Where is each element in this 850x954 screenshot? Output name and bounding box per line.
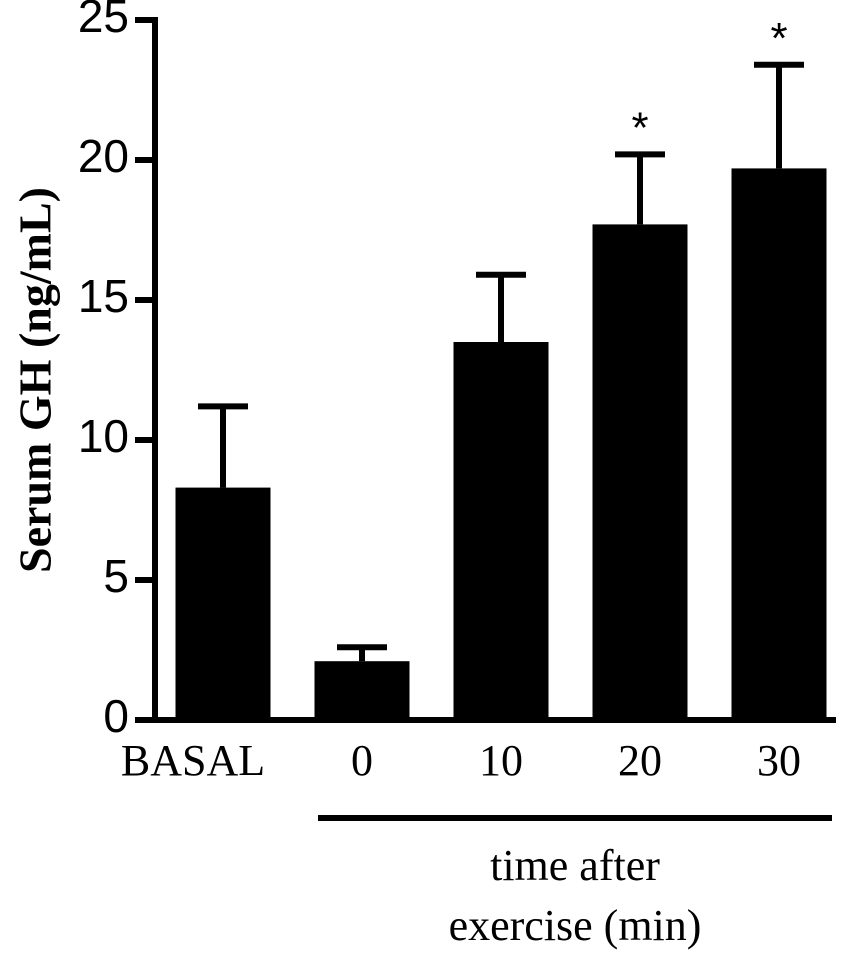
y-tick-label: 10 bbox=[78, 410, 129, 462]
error-bars bbox=[198, 61, 804, 662]
y-ticks: 0 5 10 15 20 25 bbox=[78, 0, 155, 742]
x-category-label: 20 bbox=[618, 736, 662, 785]
group-label-line1: time after bbox=[490, 841, 660, 890]
bar bbox=[731, 168, 827, 720]
significance-asterisk: * bbox=[770, 14, 787, 63]
y-tick-label: 15 bbox=[78, 270, 129, 322]
group-label-line2: exercise (min) bbox=[449, 901, 702, 950]
y-axis-label: Serum GH (ng/mL) bbox=[10, 187, 61, 573]
bars bbox=[175, 168, 827, 720]
significance-marks: ** bbox=[631, 14, 787, 153]
bar bbox=[592, 224, 688, 720]
bar bbox=[175, 487, 271, 720]
significance-asterisk: * bbox=[631, 103, 648, 152]
x-category-label: BASAL bbox=[121, 736, 265, 785]
bar bbox=[314, 661, 410, 720]
y-tick-label: 5 bbox=[103, 550, 129, 602]
x-category-label: 0 bbox=[351, 736, 373, 785]
x-categories: BASAL 0 10 20 30 bbox=[121, 736, 801, 785]
x-category-label: 10 bbox=[479, 736, 523, 785]
y-tick-label: 0 bbox=[103, 690, 129, 742]
x-category-label: 30 bbox=[757, 736, 801, 785]
y-tick-label: 25 bbox=[78, 0, 129, 42]
bar bbox=[453, 342, 549, 720]
y-tick-label: 20 bbox=[78, 130, 129, 182]
